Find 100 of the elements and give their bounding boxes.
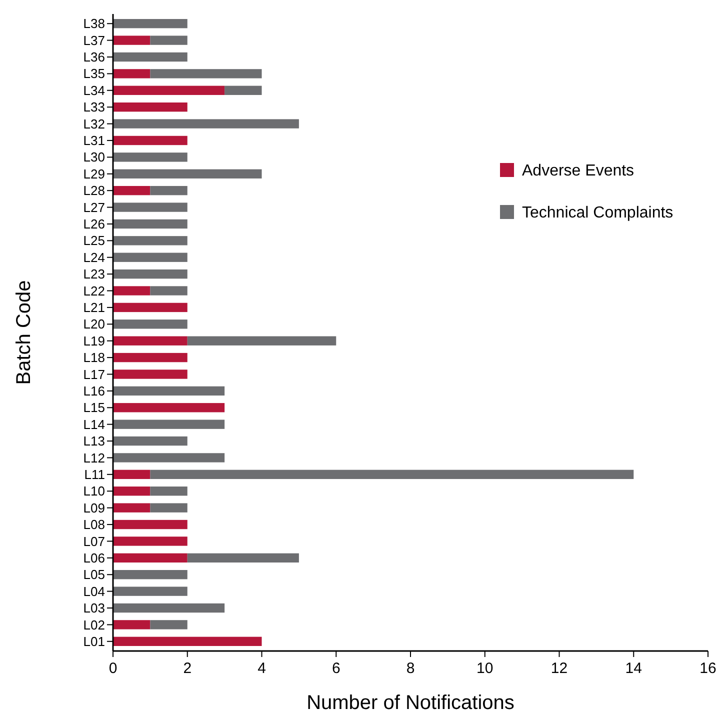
bar <box>113 403 225 412</box>
y-tick-label: L04 <box>83 584 105 599</box>
bar <box>113 152 188 162</box>
bar <box>113 286 150 296</box>
bar <box>113 302 188 312</box>
y-tick-label: L22 <box>83 283 105 298</box>
y-tick-label: L26 <box>83 216 105 232</box>
y-tick-label: L05 <box>83 567 105 582</box>
bar <box>150 286 188 296</box>
bar <box>150 186 188 196</box>
bar <box>113 520 188 530</box>
bar <box>113 19 188 28</box>
x-tick-label: 2 <box>183 660 192 677</box>
bar <box>113 486 150 496</box>
bar <box>224 86 262 95</box>
x-tick-label: 6 <box>332 660 340 677</box>
y-tick-label: L12 <box>83 450 105 466</box>
y-tick-label: L34 <box>83 82 105 98</box>
bar <box>113 436 188 446</box>
y-tick-label: L09 <box>83 500 105 516</box>
x-tick-label: 10 <box>476 660 494 677</box>
y-tick-label: L13 <box>83 434 105 449</box>
y-tick-label: L35 <box>83 66 105 82</box>
x-tick-label: 0 <box>108 660 118 677</box>
bar <box>187 336 336 346</box>
bar <box>113 186 150 196</box>
y-tick-label: L16 <box>83 383 105 398</box>
y-tick-label: L03 <box>83 600 105 616</box>
bar <box>113 320 188 329</box>
bar <box>150 486 188 496</box>
bar <box>113 536 188 546</box>
bar <box>113 102 188 112</box>
x-axis-title: Number of Notifications <box>306 692 514 714</box>
y-tick-label: L01 <box>83 634 105 649</box>
y-tick-label: L18 <box>83 350 105 366</box>
bar <box>113 420 225 429</box>
x-tick-label: 12 <box>550 660 568 677</box>
bar <box>113 269 188 279</box>
y-tick-label: L17 <box>83 366 105 382</box>
legend-label: Technical Complaints <box>522 204 674 222</box>
legend-label: Adverse Events <box>522 162 634 180</box>
x-tick-label: 14 <box>625 660 642 677</box>
y-tick-label: L02 <box>83 617 105 632</box>
y-tick-label: L11 <box>84 466 105 482</box>
y-tick-label: L36 <box>83 50 105 65</box>
bar <box>113 136 188 146</box>
y-tick-label: L31 <box>83 133 105 148</box>
y-axis-title: Batch Code <box>13 280 35 385</box>
y-tick-label: L25 <box>83 233 105 248</box>
bar <box>113 503 150 512</box>
y-tick-label: L27 <box>83 200 105 215</box>
bar <box>113 336 188 346</box>
bar <box>150 503 188 512</box>
bar <box>187 553 299 563</box>
bar <box>113 453 225 462</box>
y-tick-label: L33 <box>83 100 105 115</box>
y-tick-label: L19 <box>83 333 105 348</box>
x-tick-label: 4 <box>258 660 266 677</box>
bar <box>113 252 188 262</box>
bar <box>113 36 150 45</box>
y-tick-label: L37 <box>83 32 105 48</box>
bar <box>113 603 225 613</box>
y-tick-label: L10 <box>83 484 105 499</box>
y-tick-label: L14 <box>83 416 105 432</box>
bar <box>113 86 225 95</box>
bar <box>113 169 262 178</box>
bar <box>113 636 262 646</box>
bar <box>113 470 150 480</box>
y-tick-label: L21 <box>83 300 105 316</box>
y-tick-label: L07 <box>83 534 105 549</box>
bar <box>113 52 188 62</box>
bar <box>113 553 188 563</box>
bar <box>113 386 225 396</box>
bar <box>113 586 188 596</box>
bar <box>113 236 188 246</box>
y-tick-label: L38 <box>83 16 105 32</box>
bar <box>150 36 188 45</box>
y-tick-label: L06 <box>83 550 105 566</box>
bar <box>150 470 634 480</box>
bar <box>150 620 188 630</box>
y-tick-label: L30 <box>83 150 105 165</box>
bar <box>113 69 150 78</box>
y-tick-label: L32 <box>83 116 105 132</box>
x-tick-label: 8 <box>406 660 415 677</box>
bar <box>113 219 188 229</box>
bar <box>150 69 262 78</box>
bar <box>113 202 188 212</box>
x-tick-label: 16 <box>700 660 716 677</box>
y-tick-label: L29 <box>83 166 105 182</box>
bar <box>113 119 299 128</box>
bar <box>113 570 188 580</box>
bar <box>113 620 150 630</box>
y-tick-label: L23 <box>83 266 105 282</box>
y-tick-label: L08 <box>83 517 105 532</box>
bar <box>113 370 188 379</box>
y-tick-label: L20 <box>83 316 105 332</box>
bar <box>113 352 188 362</box>
y-tick-label: L15 <box>83 400 105 416</box>
y-tick-label: L28 <box>83 183 105 198</box>
y-tick-label: L24 <box>83 250 105 265</box>
